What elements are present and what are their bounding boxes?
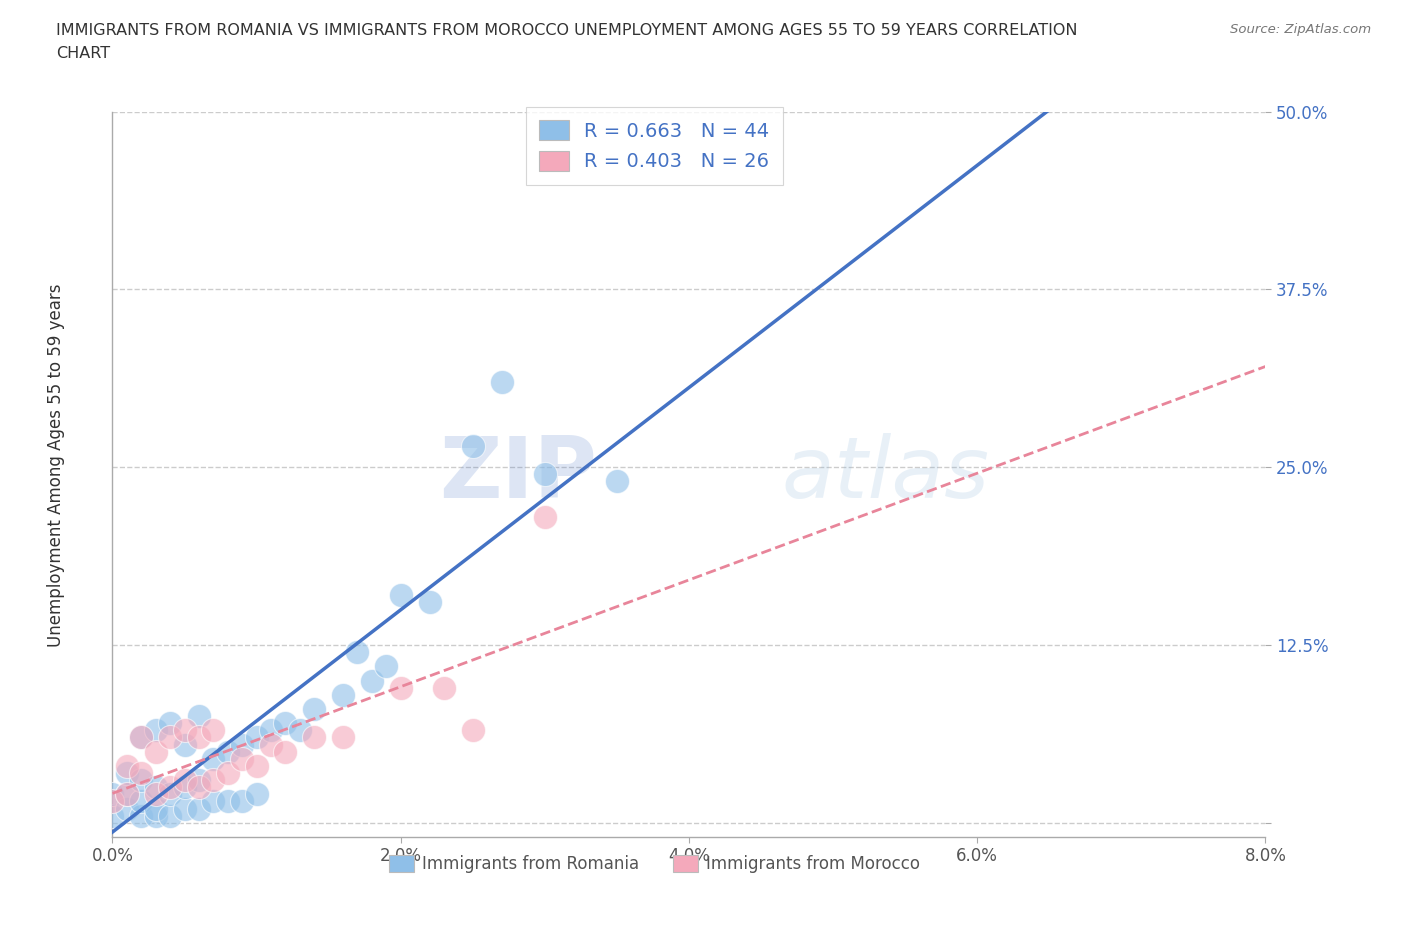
Point (346, 644, 368, 659)
Point (159, 787, 181, 802)
Point (332, 730, 354, 745)
Point (332, 687, 354, 702)
Point (145, 808, 167, 823)
Point (188, 779, 211, 794)
Point (304, 701, 326, 716)
Point (202, 751, 225, 766)
Point (115, 759, 138, 774)
Point (145, 723, 167, 737)
Legend: Immigrants from Romania, Immigrants from Morocco: Immigrants from Romania, Immigrants from… (382, 848, 927, 880)
Point (433, 680, 456, 695)
Point (173, 723, 195, 737)
Point (188, 773, 211, 788)
Point (115, 787, 138, 802)
Point (360, 673, 382, 688)
Point (115, 801, 138, 816)
Point (274, 716, 297, 731)
Point (173, 773, 195, 788)
Point (304, 730, 326, 745)
Point (231, 737, 253, 752)
Point (129, 730, 153, 745)
Point (129, 730, 153, 745)
Point (533, 467, 555, 482)
Point (115, 787, 138, 802)
Point (246, 730, 269, 745)
Point (260, 737, 283, 752)
Text: Source: ZipAtlas.com: Source: ZipAtlas.com (1230, 23, 1371, 36)
Text: CHART: CHART (56, 46, 110, 61)
Point (217, 794, 239, 809)
Point (145, 801, 167, 816)
Point (145, 779, 167, 794)
Point (202, 794, 225, 809)
Point (115, 765, 138, 780)
Point (389, 588, 412, 603)
Point (188, 730, 211, 745)
Point (231, 751, 253, 766)
Point (159, 779, 181, 794)
Text: atlas: atlas (782, 432, 990, 516)
Point (129, 773, 153, 788)
Point (375, 658, 398, 673)
Point (159, 716, 181, 731)
Point (246, 759, 269, 774)
Point (173, 779, 195, 794)
Point (260, 723, 283, 737)
Point (491, 375, 513, 390)
Point (101, 808, 124, 823)
Point (129, 794, 153, 809)
Point (159, 730, 181, 745)
Point (231, 794, 253, 809)
Point (173, 801, 195, 816)
Point (202, 773, 225, 788)
Point (173, 737, 195, 752)
Text: Unemployment Among Ages 55 to 59 years: Unemployment Among Ages 55 to 59 years (48, 284, 65, 646)
Point (145, 744, 167, 759)
Point (129, 765, 153, 780)
Point (188, 709, 211, 724)
Point (606, 474, 628, 489)
Point (246, 787, 269, 802)
Point (129, 808, 153, 823)
Point (217, 744, 239, 759)
Point (188, 801, 211, 816)
Point (461, 438, 484, 453)
Point (389, 680, 412, 695)
Point (202, 723, 225, 737)
Point (288, 723, 311, 737)
Point (101, 794, 124, 809)
Text: ZIP: ZIP (439, 432, 596, 516)
Point (274, 744, 297, 759)
Point (533, 510, 555, 525)
Point (101, 787, 124, 802)
Point (159, 808, 181, 823)
Point (461, 723, 484, 737)
Text: IMMIGRANTS FROM ROMANIA VS IMMIGRANTS FROM MOROCCO UNEMPLOYMENT AMONG AGES 55 TO: IMMIGRANTS FROM ROMANIA VS IMMIGRANTS FR… (56, 23, 1078, 38)
Point (217, 765, 239, 780)
Point (145, 787, 167, 802)
Point (419, 595, 441, 610)
